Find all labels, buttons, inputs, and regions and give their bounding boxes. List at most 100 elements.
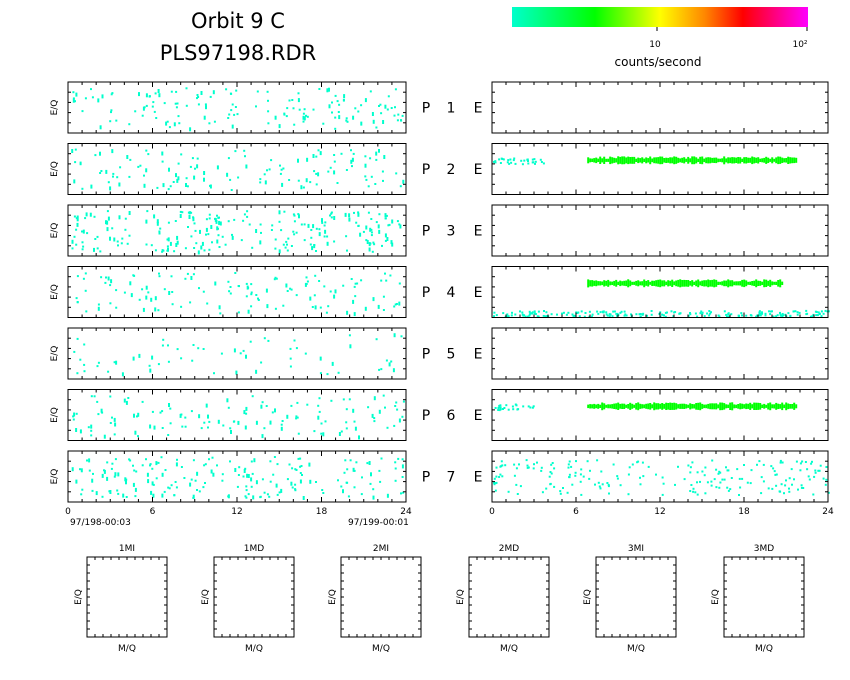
data-pixel	[169, 422, 172, 425]
data-pixel	[333, 154, 336, 156]
data-pixel	[278, 491, 281, 494]
data-pixel	[370, 472, 372, 477]
band-pixel	[519, 485, 522, 488]
band-pixel	[615, 312, 618, 315]
ylabel-eq: E/Q	[50, 100, 60, 116]
data-pixel	[202, 486, 205, 489]
band-pixel	[518, 463, 520, 466]
band-pixel	[808, 478, 811, 481]
band-pixel	[751, 156, 754, 165]
band-pixel	[643, 279, 646, 288]
data-pixel	[196, 489, 198, 491]
data-pixel	[168, 403, 170, 407]
data-pixel	[187, 211, 190, 214]
data-pixel	[150, 490, 153, 495]
data-pixel	[203, 464, 206, 467]
data-pixel	[163, 490, 166, 493]
data-pixel	[194, 167, 196, 170]
data-pixel	[378, 409, 381, 414]
band-pixel	[679, 403, 682, 409]
data-pixel	[324, 229, 327, 234]
data-pixel	[267, 122, 270, 125]
data-pixel	[156, 221, 159, 226]
data-pixel	[175, 90, 178, 93]
band-pixel	[777, 403, 780, 409]
band-pixel	[575, 460, 577, 463]
panel-frame	[491, 266, 829, 318]
data-pixel	[384, 104, 387, 109]
row-label-num: 3	[447, 224, 456, 240]
data-pixel	[145, 295, 148, 300]
data-pixel	[369, 90, 372, 93]
band-pixel	[711, 279, 714, 287]
data-pixel	[113, 361, 116, 364]
band-pixel	[588, 477, 591, 480]
band-pixel	[690, 484, 693, 486]
data-pixel	[250, 291, 253, 294]
band-pixel	[493, 481, 495, 484]
data-pixel	[245, 412, 248, 415]
band-pixel	[800, 484, 803, 487]
left-panel: E/Q	[50, 327, 407, 380]
data-pixel	[167, 221, 170, 224]
band-pixel	[775, 315, 778, 318]
band-pixel	[695, 403, 698, 410]
data-pixel	[263, 491, 266, 494]
band-pixel	[784, 313, 787, 316]
band-pixel	[499, 406, 502, 409]
data-pixel	[114, 422, 117, 427]
band-pixel	[738, 477, 741, 480]
band-pixel	[617, 281, 620, 285]
data-pixel	[76, 217, 79, 222]
data-pixel	[118, 215, 121, 220]
band-pixel	[608, 492, 610, 495]
band-pixel	[783, 492, 785, 495]
band-pixel	[696, 315, 699, 318]
band-pixel	[761, 281, 764, 285]
band-pixel	[527, 160, 529, 162]
data-pixel	[175, 462, 178, 467]
band-pixel	[775, 473, 778, 476]
data-pixel	[115, 360, 118, 365]
data-pixel	[291, 99, 294, 101]
data-pixel	[353, 312, 356, 317]
data-pixel	[298, 214, 300, 219]
data-pixel	[112, 175, 114, 178]
data-pixel	[334, 116, 337, 119]
data-pixel	[255, 369, 258, 374]
data-pixel	[351, 157, 354, 162]
band-pixel	[661, 280, 664, 287]
band-pixel	[596, 310, 599, 313]
data-pixel	[260, 404, 263, 409]
data-pixel	[129, 158, 132, 161]
data-pixel	[321, 221, 324, 224]
data-pixel	[375, 158, 378, 161]
band-pixel	[597, 281, 600, 286]
band-pixel	[725, 404, 728, 409]
band-pixel	[710, 484, 713, 487]
band-pixel	[493, 483, 496, 486]
data-pixel	[303, 116, 306, 121]
data-pixel	[194, 479, 197, 482]
data-pixel	[153, 110, 156, 113]
data-pixel	[186, 272, 189, 275]
band-pixel	[502, 158, 505, 161]
data-pixel	[295, 469, 298, 471]
data-pixel	[203, 171, 206, 175]
band-pixel	[757, 280, 760, 286]
band-pixel	[619, 156, 622, 164]
data-pixel	[88, 458, 91, 463]
data-pixel	[192, 216, 195, 219]
band-pixel	[633, 156, 636, 164]
data-pixel	[118, 182, 121, 187]
data-pixel	[75, 428, 78, 432]
data-pixel	[166, 245, 169, 248]
data-pixel	[343, 471, 346, 474]
data-pixel	[300, 185, 303, 190]
band-pixel	[510, 161, 513, 164]
data-pixel	[330, 399, 333, 402]
data-pixel	[289, 365, 292, 368]
data-pixel	[152, 101, 155, 104]
band-pixel	[691, 404, 694, 409]
band-pixel	[506, 161, 509, 164]
